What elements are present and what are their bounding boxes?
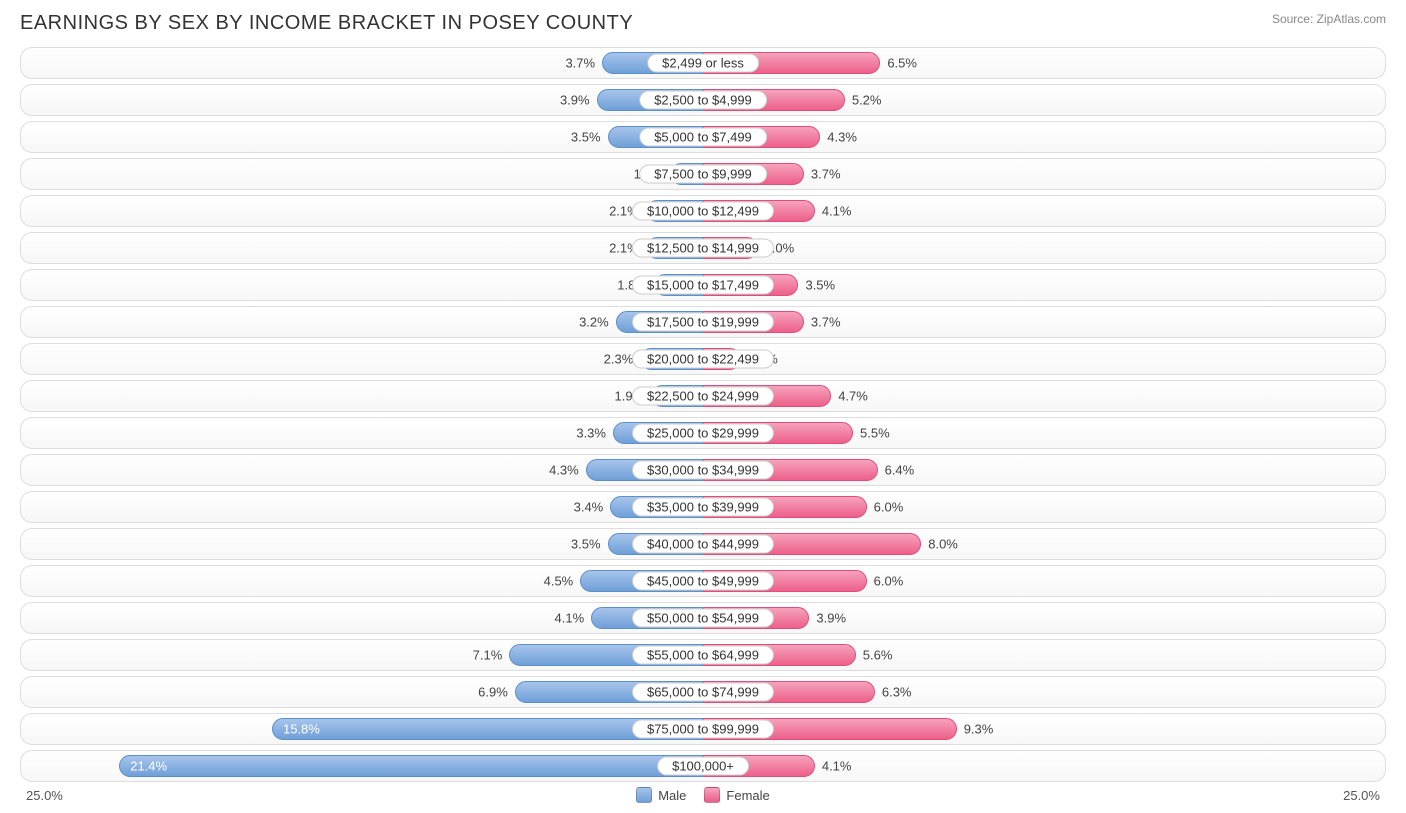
female-value: 5.5%: [860, 426, 890, 441]
bracket-label: $30,000 to $34,999: [632, 461, 774, 480]
legend-label-male: Male: [658, 788, 686, 803]
male-value: 4.1%: [555, 611, 585, 626]
female-value: 6.0%: [874, 500, 904, 515]
bracket-label: $2,500 to $4,999: [639, 91, 767, 110]
female-value: 5.2%: [852, 93, 882, 108]
male-value: 3.2%: [579, 315, 609, 330]
male-value: 2.3%: [604, 352, 634, 367]
legend-item-female: Female: [704, 787, 769, 803]
male-value: 3.7%: [565, 56, 595, 71]
male-value: 6.9%: [478, 685, 508, 700]
female-value: 5.6%: [863, 648, 893, 663]
bracket-label: $75,000 to $99,999: [632, 720, 774, 739]
bar-row: 1.8%3.5%$15,000 to $17,499: [20, 269, 1386, 301]
female-value: 3.5%: [805, 278, 835, 293]
bar-row: 3.7% 6.5% $2,499 or less: [20, 47, 1386, 79]
bar-row: 3.9% 5.2% $2,500 to $4,999: [20, 84, 1386, 116]
male-value: 3.4%: [574, 500, 604, 515]
bracket-label: $5,000 to $7,499: [639, 128, 767, 147]
female-value: 8.0%: [928, 537, 958, 552]
bar-row: 2.1%4.1%$10,000 to $12,499: [20, 195, 1386, 227]
male-value: 21.4%: [130, 759, 167, 774]
male-value: 15.8%: [283, 722, 320, 737]
female-value: 6.3%: [882, 685, 912, 700]
legend-swatch-female: [704, 787, 720, 803]
male-value: 3.3%: [576, 426, 606, 441]
male-value: 4.3%: [549, 463, 579, 478]
bracket-label: $35,000 to $39,999: [632, 498, 774, 517]
bar-row: 21.4% 4.1% $100,000+: [20, 750, 1386, 782]
female-value: 3.9%: [816, 611, 846, 626]
female-value: 4.7%: [838, 389, 868, 404]
bracket-label: $20,000 to $22,499: [632, 350, 774, 369]
bar-row: 4.1% 3.9% $50,000 to $54,999: [20, 602, 1386, 634]
axis-label-left: 25.0%: [26, 788, 63, 803]
bracket-label: $45,000 to $49,999: [632, 572, 774, 591]
bar-row: 2.1%2.0%$12,500 to $14,999: [20, 232, 1386, 264]
bar-row: 3.5% 4.3% $5,000 to $7,499: [20, 121, 1386, 153]
axis-label-right: 25.0%: [1343, 788, 1380, 803]
female-value: 3.7%: [811, 315, 841, 330]
bar-row: 4.5% 6.0% $45,000 to $49,999: [20, 565, 1386, 597]
bar-row: 7.1% 5.6% $55,000 to $64,999: [20, 639, 1386, 671]
female-value: 6.0%: [874, 574, 904, 589]
male-value: 3.5%: [571, 537, 601, 552]
female-value: 6.4%: [885, 463, 915, 478]
bar-row: 2.3%1.4%$20,000 to $22,499: [20, 343, 1386, 375]
bar-row: 3.4% 6.0% $35,000 to $39,999: [20, 491, 1386, 523]
bracket-label: $15,000 to $17,499: [632, 276, 774, 295]
bracket-label: $55,000 to $64,999: [632, 646, 774, 665]
bar-row: 3.2% 3.7% $17,500 to $19,999: [20, 306, 1386, 338]
male-value: 3.5%: [571, 130, 601, 145]
legend: Male Female: [636, 787, 770, 803]
bracket-label: $10,000 to $12,499: [632, 202, 774, 221]
legend-item-male: Male: [636, 787, 686, 803]
bracket-label: $25,000 to $29,999: [632, 424, 774, 443]
bar-row: 6.9% 6.3% $65,000 to $74,999: [20, 676, 1386, 708]
female-value: 6.5%: [887, 56, 917, 71]
legend-swatch-male: [636, 787, 652, 803]
male-value: 7.1%: [473, 648, 503, 663]
bracket-label: $65,000 to $74,999: [632, 683, 774, 702]
bracket-label: $40,000 to $44,999: [632, 535, 774, 554]
chart-title: EARNINGS BY SEX BY INCOME BRACKET IN POS…: [20, 12, 633, 35]
chart-source: Source: ZipAtlas.com: [1272, 12, 1386, 26]
bar-row: 1.9%4.7%$22,500 to $24,999: [20, 380, 1386, 412]
female-value: 9.3%: [964, 722, 994, 737]
bar-row: 15.8% 9.3% $75,000 to $99,999: [20, 713, 1386, 745]
bar-row: 4.3% 6.4% $30,000 to $34,999: [20, 454, 1386, 486]
female-value: 3.7%: [811, 167, 841, 182]
male-bar: 21.4%: [119, 755, 703, 777]
bracket-label: $50,000 to $54,999: [632, 609, 774, 628]
female-value: 4.3%: [827, 130, 857, 145]
female-value: 4.1%: [822, 759, 852, 774]
bracket-label: $7,500 to $9,999: [639, 165, 767, 184]
bracket-label: $100,000+: [657, 757, 749, 776]
bracket-label: $17,500 to $19,999: [632, 313, 774, 332]
male-value: 4.5%: [544, 574, 574, 589]
bracket-label: $2,499 or less: [647, 54, 759, 73]
bar-row: 3.5% 8.0% $40,000 to $44,999: [20, 528, 1386, 560]
chart-header: EARNINGS BY SEX BY INCOME BRACKET IN POS…: [20, 12, 1386, 35]
bracket-label: $22,500 to $24,999: [632, 387, 774, 406]
bracket-label: $12,500 to $14,999: [632, 239, 774, 258]
bar-row: 3.3% 5.5% $25,000 to $29,999: [20, 417, 1386, 449]
bar-row: 1.2%3.7%$7,500 to $9,999: [20, 158, 1386, 190]
male-value: 3.9%: [560, 93, 590, 108]
legend-label-female: Female: [726, 788, 769, 803]
diverging-bar-chart: 3.7% 6.5% $2,499 or less 3.9% 5.2% $2,500 to …: [20, 47, 1386, 782]
chart-footer: 25.0% Male Female 25.0%: [20, 787, 1386, 803]
female-value: 4.1%: [822, 204, 852, 219]
